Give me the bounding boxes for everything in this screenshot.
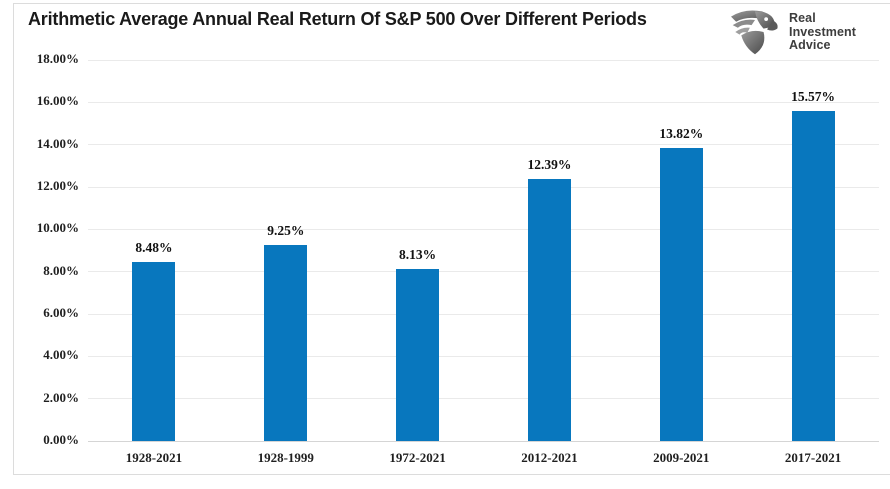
eagle-icon xyxy=(731,10,778,55)
x-tick-label: 1972-2021 xyxy=(389,450,446,465)
gridline xyxy=(88,228,879,230)
gridline xyxy=(88,271,879,273)
gridline xyxy=(88,101,879,103)
y-tick-label: 6.00% xyxy=(43,305,79,320)
bar-2009-2021 xyxy=(659,148,703,441)
x-tick-label: 2009-2021 xyxy=(653,450,710,465)
bar-1928-1999 xyxy=(264,245,308,441)
chart-title: Arithmetic Average Annual Real Return Of… xyxy=(28,9,647,29)
plot-area: 0.00% 2.00% 4.00% 6.00% 8.00% 10.00% 12.00% 14.… xyxy=(37,51,879,465)
bar-2012-2021 xyxy=(527,178,571,441)
y-tick-label: 4.00% xyxy=(43,347,79,363)
brand-line-2: Investment xyxy=(789,24,856,39)
brand-line-3: Advice xyxy=(789,38,831,52)
gridline xyxy=(88,59,879,61)
gridline xyxy=(88,186,879,188)
bar-value-label: 15.57% xyxy=(791,89,836,105)
bar-value-label: 12.39% xyxy=(527,156,572,172)
brand-logo: Real Investment Advice xyxy=(728,8,856,56)
gridline xyxy=(88,398,879,400)
brand-line-1: Real xyxy=(789,11,816,25)
x-tick-label: 2017-2021 xyxy=(784,450,842,465)
bar-value-label: 8.13% xyxy=(399,246,437,262)
y-tick-label: 8.00% xyxy=(43,262,79,278)
bar-1972-2021 xyxy=(396,268,440,441)
gridline xyxy=(88,313,879,315)
bar-value-label: 8.48% xyxy=(135,239,173,255)
y-tick-label: 14.00% xyxy=(36,135,79,151)
bar-2017-2021 xyxy=(791,111,835,441)
x-axis-line xyxy=(88,440,879,442)
y-tick-label: 16.00% xyxy=(36,93,79,109)
gridline xyxy=(88,355,879,357)
x-tick-label: 1928-1999 xyxy=(257,450,314,465)
y-tick-label: 10.00% xyxy=(36,220,79,236)
y-tick-label: 0.00% xyxy=(43,432,79,447)
x-tick-label: 1928-2021 xyxy=(125,450,183,465)
y-tick-label: 18.00% xyxy=(36,51,79,66)
y-tick-label: 12.00% xyxy=(36,178,79,193)
bar-value-label: 13.82% xyxy=(659,126,704,142)
y-tick-label: 2.00% xyxy=(43,389,79,405)
gridline xyxy=(88,144,879,146)
chart-frame xyxy=(13,3,890,475)
bar-value-label: 9.25% xyxy=(267,223,305,239)
brand-name: Real Investment Advice xyxy=(789,8,856,53)
bar-1928-2021 xyxy=(132,261,176,441)
x-tick-label: 2012-2021 xyxy=(521,450,578,465)
